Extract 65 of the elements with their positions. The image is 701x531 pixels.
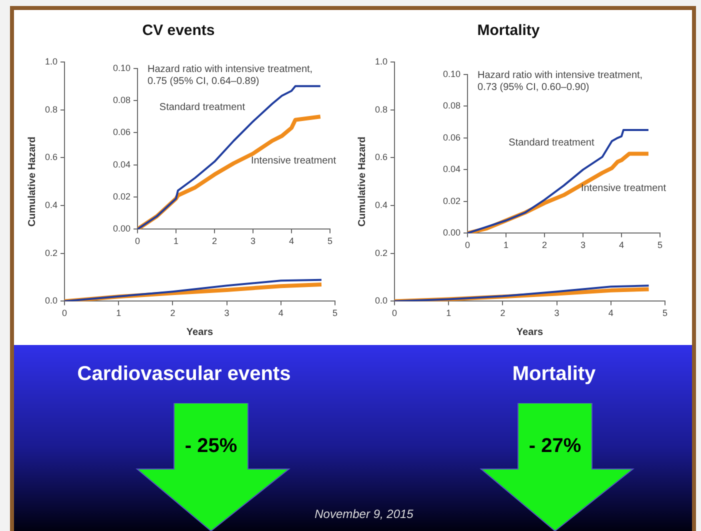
annotation: Hazard ratio with intensive treatment, 0.75 (95% CI, 0.64–0.89) (148, 64, 313, 88)
y-tick-label: 0.00 (442, 228, 461, 238)
y-tick-label: 0.04 (442, 164, 461, 174)
chart-title: Mortality (477, 22, 540, 40)
x-tick-label: 1 (446, 308, 452, 318)
series-label: Intensive treatment (580, 182, 666, 194)
y-tick-label: 0.0 (44, 296, 58, 306)
x-tick-label: 5 (332, 308, 338, 318)
x-axis-title: Years (186, 326, 214, 338)
y-tick-label: 1.0 (44, 56, 58, 66)
annotation: Hazard ratio with intensive treatment, 0.73 (95% CI, 0.60–0.90) (478, 70, 643, 94)
y-tick-label: 0.06 (112, 127, 131, 138)
x-tick-label: 5 (327, 236, 333, 246)
y-tick-label: 0.08 (112, 95, 131, 106)
y-tick-label: 0.08 (442, 100, 461, 111)
chart-title: CV events (142, 22, 215, 40)
text: Cardiovascular events (76, 363, 292, 386)
y-tick-label: 0.02 (112, 192, 131, 202)
y-tick-label: 0.06 (442, 132, 461, 142)
x-tick-label: 1 (504, 240, 509, 250)
y-tick-label: 0.6 (44, 152, 58, 162)
y-tick-label: 0.2 (44, 248, 58, 258)
x-tick-label: 0 (465, 240, 470, 250)
x-tick-label: 2 (542, 240, 548, 250)
x-tick-label: 2 (170, 308, 176, 318)
y-tick-label: 0.4 (44, 200, 58, 210)
text: - 27% (528, 435, 582, 458)
y-tick-label: 0.00 (112, 224, 131, 234)
text: November 9, 2015 (314, 507, 414, 521)
y-tick-label: 0.0 (374, 296, 388, 306)
x-tick-label: 3 (250, 236, 256, 246)
y-axis-title: Cumulative Hazard (26, 136, 38, 227)
x-tick-label: 0 (135, 236, 140, 246)
x-tick-label: 5 (657, 240, 663, 250)
y-tick-label: 0.8 (374, 104, 388, 114)
x-tick-label: 3 (224, 308, 230, 318)
y-axis-title: Cumulative Hazard (356, 136, 368, 227)
x-tick-label: 1 (174, 236, 179, 246)
series-label: Standard treatment (159, 102, 246, 114)
x-tick-label: 3 (554, 308, 560, 318)
y-tick-label: 0.04 (112, 159, 131, 170)
y-tick-label: 0.4 (374, 200, 388, 210)
y-tick-label: 0.6 (374, 152, 388, 162)
y-tick-label: 0.10 (112, 62, 131, 73)
y-tick-label: 0.10 (442, 68, 461, 79)
series-label: Intensive treatment (250, 156, 336, 167)
x-tick-label: 4 (278, 308, 284, 318)
y-tick-label: 0.8 (44, 104, 58, 114)
x-tick-label: 3 (580, 240, 586, 250)
text: - 25% (184, 435, 238, 458)
x-axis-title: Years (516, 326, 544, 338)
x-tick-label: 5 (662, 308, 668, 318)
x-tick-label: 1 (116, 308, 122, 318)
x-tick-label: 4 (618, 240, 624, 250)
y-tick-label: 1.0 (374, 56, 388, 66)
series-label: Standard treatment (508, 138, 594, 149)
x-tick-label: 2 (500, 308, 506, 318)
x-tick-label: 0 (392, 308, 398, 318)
x-tick-label: 2 (212, 236, 218, 246)
text: Mortality (511, 363, 597, 386)
y-tick-label: 0.2 (374, 248, 388, 258)
x-tick-label: 4 (288, 236, 294, 246)
x-tick-label: 0 (62, 308, 68, 318)
x-tick-label: 4 (608, 308, 614, 318)
y-tick-label: 0.02 (442, 196, 461, 206)
